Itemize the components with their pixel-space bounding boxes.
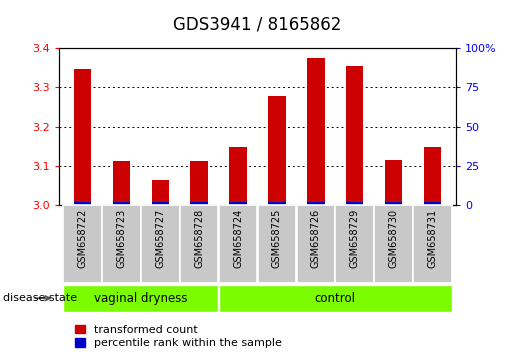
Text: GSM658726: GSM658726: [311, 209, 321, 268]
Bar: [346, 65, 364, 205]
Text: GSM658728: GSM658728: [194, 209, 204, 268]
Text: GSM658724: GSM658724: [233, 209, 243, 268]
Bar: [63, 285, 218, 312]
Bar: [229, 147, 247, 205]
Text: GSM658729: GSM658729: [350, 209, 359, 268]
Bar: [191, 161, 208, 205]
Bar: [413, 205, 452, 283]
Bar: [268, 96, 286, 205]
Bar: [102, 205, 141, 283]
Bar: [335, 205, 374, 283]
Bar: [385, 160, 402, 205]
Bar: [258, 205, 296, 283]
Bar: [268, 202, 286, 205]
Text: control: control: [315, 292, 356, 305]
Bar: [113, 202, 130, 205]
Bar: [346, 202, 364, 205]
Text: GSM658725: GSM658725: [272, 209, 282, 268]
Bar: [74, 202, 91, 205]
Bar: [297, 205, 335, 283]
Text: vaginal dryness: vaginal dryness: [94, 292, 187, 305]
Text: GSM658727: GSM658727: [156, 209, 165, 268]
Bar: [180, 205, 218, 283]
Bar: [219, 285, 452, 312]
Bar: [191, 202, 208, 205]
Bar: [374, 205, 413, 283]
Bar: [307, 202, 324, 205]
Bar: [63, 205, 102, 283]
Legend: transformed count, percentile rank within the sample: transformed count, percentile rank withi…: [75, 325, 282, 348]
Bar: [74, 69, 91, 205]
Text: GSM658731: GSM658731: [427, 209, 437, 268]
Bar: [229, 202, 247, 205]
Text: GSM658723: GSM658723: [116, 209, 126, 268]
Text: GSM658730: GSM658730: [389, 209, 399, 268]
Bar: [151, 180, 169, 205]
Bar: [151, 202, 169, 205]
Text: GDS3941 / 8165862: GDS3941 / 8165862: [174, 16, 341, 34]
Bar: [307, 58, 324, 205]
Bar: [424, 202, 441, 205]
Bar: [385, 202, 402, 205]
Text: disease state: disease state: [3, 293, 77, 303]
Bar: [424, 147, 441, 205]
Text: GSM658722: GSM658722: [78, 209, 88, 268]
Bar: [113, 161, 130, 205]
Bar: [141, 205, 180, 283]
Bar: [219, 205, 258, 283]
